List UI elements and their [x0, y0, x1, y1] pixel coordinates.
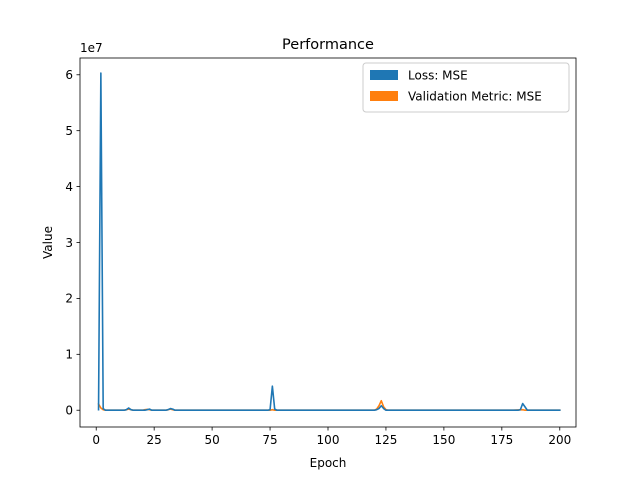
x-tick-label: 150 [432, 433, 455, 447]
x-tick-label: 125 [374, 433, 397, 447]
y-axis-scale-label: 1e7 [80, 41, 103, 55]
legend-label-loss: Loss: MSE [408, 69, 468, 83]
legend-swatch-validation [370, 91, 398, 101]
legend-swatch-loss [370, 70, 398, 80]
y-axis-label: Value [41, 226, 55, 259]
loss-mse-line [97, 72, 561, 412]
y-tick-label: 2 [65, 292, 73, 306]
x-tick-label: 200 [548, 433, 571, 447]
legend-frame [362, 62, 570, 113]
y-tick-label: 5 [65, 124, 73, 138]
y-tick-label: 6 [65, 68, 73, 82]
x-tick-label: 100 [317, 433, 340, 447]
series-layer [97, 72, 561, 412]
x-tick-label: 25 [147, 433, 162, 447]
x-axis-label: Epoch [310, 456, 347, 470]
legend: Loss: MSE Validation Metric: MSE [362, 62, 570, 113]
x-tick-label: 0 [92, 433, 100, 447]
legend-label-validation: Validation Metric: MSE [408, 90, 542, 104]
x-axis-ticks: 0 25 50 75 100 125 150 175 200 [92, 427, 571, 447]
chart-title: Performance [282, 37, 374, 53]
y-axis-ticks: 0 1 2 3 4 5 6 [65, 68, 80, 418]
y-tick-label: 3 [65, 236, 73, 250]
x-tick-label: 50 [204, 433, 219, 447]
y-tick-label: 0 [65, 404, 73, 418]
x-tick-label: 175 [490, 433, 513, 447]
legend-entries: Loss: MSE Validation Metric: MSE [370, 69, 542, 104]
y-tick-label: 4 [65, 180, 73, 194]
y-tick-label: 1 [65, 348, 73, 362]
x-tick-label: 75 [262, 433, 277, 447]
plot-frame [79, 57, 577, 428]
plot-area [80, 58, 576, 427]
